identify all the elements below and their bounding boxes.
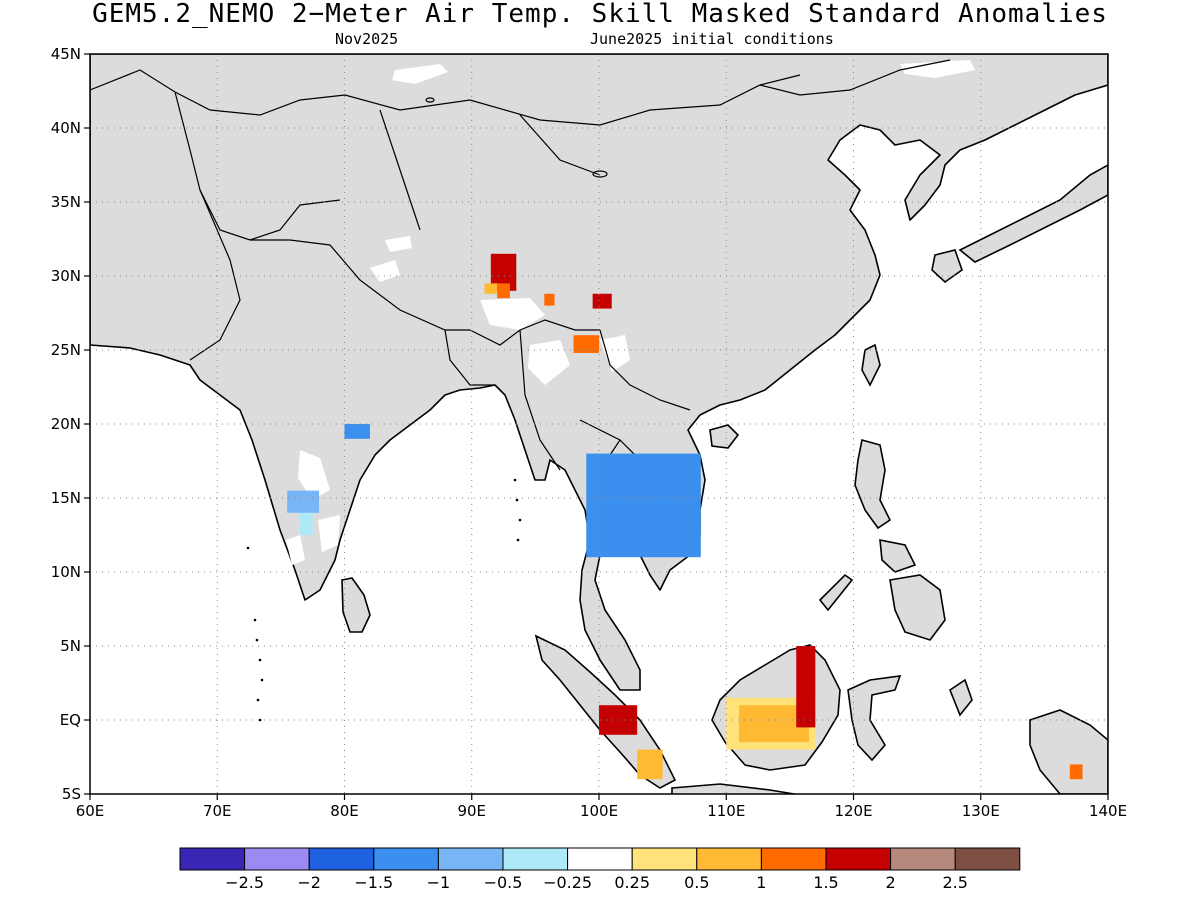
lon-tick-label: 70E [203,802,232,820]
land-japan-kyushu [931,249,963,284]
lat-tick-label: EQ [60,711,81,729]
lat-tick-label: 30N [51,267,81,285]
colorbar-swatch [567,847,633,871]
lon-tick-label: 100E [580,802,618,820]
land-mindanao [889,574,946,641]
colorbar-swatch [954,847,1021,871]
lat-tick-label: 40N [51,119,81,137]
island-dots [246,478,522,722]
colorbar-label: 0.5 [684,873,709,892]
colorbar-swatch [308,847,375,871]
colorbar-swatch [760,847,827,871]
anomaly-patch-7 [287,490,320,513]
land-hainan [709,424,740,449]
colorbar-label: −1.5 [354,873,393,892]
colorbar-swatch [373,847,439,871]
lon-tick-label: 140E [1089,802,1127,820]
lat-tick-label: 20N [51,415,81,433]
land-japan-honshu [958,164,1108,263]
lon-tick-label: 90E [457,802,486,820]
land-taiwan [861,343,881,387]
land-visayas [879,539,917,573]
lat-tick-label: 25N [51,341,81,359]
colorbar: −2.5 −2 −1.5 −1 −0.5 −0.25 0.25 0.5 1 1.5 2 2.5 [179,847,1021,892]
anomaly-patch-12 [796,646,816,728]
anomaly-patch-6 [344,424,370,439]
lat-tick-label: 5N [60,637,81,655]
lon-tick-label: 130E [962,802,1000,820]
unmasked-areas [286,60,975,565]
colorbar-label: 1.5 [813,873,838,892]
land-moluccas [949,678,973,717]
colorbar-swatch [696,847,762,871]
forecast-month: Nov2025 [335,30,399,48]
lat-tick-label: 35N [51,193,81,211]
colorbar-label: 2.5 [942,873,967,892]
anomaly-patch-3 [544,293,555,306]
lon-tick-label: 60E [76,802,105,820]
lat-tick-label: 45N [51,45,81,63]
lakes [425,97,608,178]
colorbar-label: −0.5 [484,873,523,892]
colorbar-label: 1 [756,873,766,892]
map-title: GEM5.2_NEMO 2−Meter Air Temp. Skill Mask… [92,0,1108,29]
anomaly-patch-14 [637,749,663,780]
colorbar-swatch [244,847,310,871]
anomaly-patches [287,253,1083,780]
latitude-axis: 45N 40N 35N 30N 25N 20N 15N 10N 5N EQ 5S [51,45,90,803]
anomaly-patch-9 [586,453,701,558]
colorbar-label: −1 [427,873,451,892]
colorbar-swatch [825,847,892,871]
colorbar-swatch [437,847,504,871]
colorbar-swatch [631,847,698,871]
anomaly-patch-1 [497,283,510,299]
colorbar-swatch [502,847,569,871]
colorbar-label: −2.5 [225,873,264,892]
lon-tick-label: 120E [834,802,872,820]
colorbar-swatch [179,847,246,871]
land-luzon [854,438,892,530]
anomaly-patch-2 [484,283,498,294]
anomaly-patch-4 [592,293,612,309]
lat-tick-label: 15N [51,489,81,507]
land-palawan [818,573,854,612]
colorbar-label: 2 [886,873,896,892]
longitude-axis: 60E 70E 80E 90E 100E 110E 120E 130E 140E [76,794,1127,820]
initial-conditions: June2025 initial conditions [590,30,834,48]
lat-tick-label: 5S [62,785,81,803]
anomaly-patch-15 [1069,764,1083,780]
colorbar-swatch [890,847,956,871]
colorbar-label: −2 [297,873,321,892]
lon-tick-label: 80E [330,802,359,820]
lat-tick-label: 10N [51,563,81,581]
colorbar-label: −0.25 [543,873,592,892]
land-sri-lanka [341,577,371,633]
lon-tick-label: 110E [707,802,745,820]
anomaly-patch-8 [299,512,313,535]
land-new-guinea [1029,709,1108,794]
anomaly-patch-5 [573,335,599,353]
colorbar-label: 0.25 [614,873,650,892]
